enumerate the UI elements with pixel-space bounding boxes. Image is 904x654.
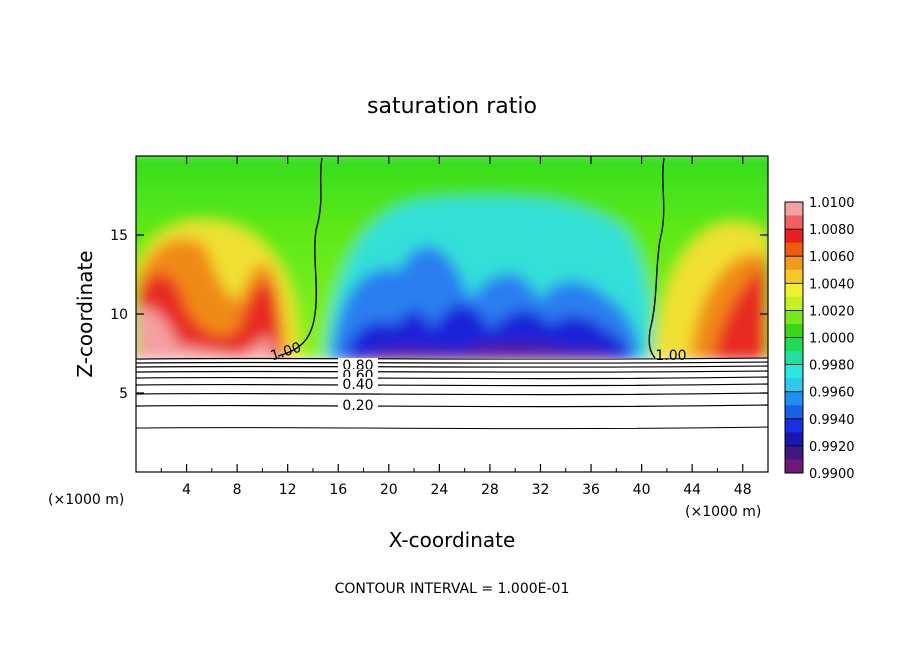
colorbar-label: 0.9980 xyxy=(809,359,855,374)
contour-labels: 1.00 1.00 0.80 0.60 0.40 0.20 xyxy=(269,340,687,414)
x-tick-label: 36 xyxy=(582,482,600,498)
colorbar-swatch xyxy=(785,391,803,406)
contour-line xyxy=(136,365,768,368)
colorbar-swatch xyxy=(785,323,803,338)
contour-line xyxy=(136,361,768,364)
x-tick-label: 12 xyxy=(279,482,297,498)
colorbar-swatch xyxy=(785,269,803,284)
colorbar-swatch xyxy=(785,459,803,474)
colorbar-swatch xyxy=(785,378,803,393)
contour-line xyxy=(136,392,768,396)
colorbar-label: 1.0040 xyxy=(809,277,855,292)
contour-label-bg xyxy=(338,398,378,412)
x-unit-label-right: (×1000 m) xyxy=(685,504,761,520)
x-tick-label: 48 xyxy=(734,482,752,498)
colorbar-swatch xyxy=(785,405,803,420)
contour-label: 1.00 xyxy=(655,348,686,364)
contour-line xyxy=(136,426,768,430)
y-tick-label: 10 xyxy=(110,307,128,323)
colorbar-label: 1.0060 xyxy=(809,250,855,265)
center-darkblue-region xyxy=(345,303,632,360)
contour-label: 0.20 xyxy=(342,398,373,414)
colorbar-swatch xyxy=(785,296,803,311)
x-tick-label: 20 xyxy=(380,482,398,498)
colorbar-swatch xyxy=(785,242,803,257)
x-tick-label: 8 xyxy=(233,482,242,498)
contour-1.00-right xyxy=(648,157,665,359)
contour-interval-note: CONTOUR INTERVAL = 1.000E-01 xyxy=(335,581,570,597)
colorbar-swatch xyxy=(785,445,803,460)
colorbar-swatch xyxy=(785,283,803,298)
center-purple-edge xyxy=(360,344,620,360)
colorbar-label: 1.0020 xyxy=(809,304,855,319)
chart-title: saturation ratio xyxy=(367,94,537,119)
colorbar-swatch xyxy=(785,229,803,244)
contour-line xyxy=(136,383,768,387)
right-red-region xyxy=(712,268,768,360)
colorbar-label: 0.9940 xyxy=(809,413,855,428)
x-tick-label: 32 xyxy=(532,482,550,498)
colorbar-swatch xyxy=(785,351,803,366)
colorbar-swatch xyxy=(785,432,803,447)
x-tick-label: 16 xyxy=(329,482,347,498)
plot-area xyxy=(136,156,768,472)
contour-line xyxy=(136,404,768,408)
saturation-field xyxy=(136,156,768,360)
colorbar: 1.0100 1.0080 1.0060 1.0040 1.0020 1.0000 0.99… xyxy=(784,196,855,482)
contour-line xyxy=(136,376,768,380)
x-tick-label: 4 xyxy=(182,482,191,498)
y-tick-label: 5 xyxy=(119,386,128,402)
colorbar-swatch xyxy=(785,337,803,352)
colorbar-swatch xyxy=(785,202,803,217)
x-tick-label: 44 xyxy=(683,482,701,498)
y-axis: 5 10 15 xyxy=(110,228,768,402)
stratified-contours xyxy=(136,357,768,430)
y-tick-label: 15 xyxy=(110,228,128,244)
colorbar-swatch xyxy=(785,310,803,325)
x-tick-label: 40 xyxy=(633,482,651,498)
contour-label-bg xyxy=(338,377,378,391)
x-tick-label: 28 xyxy=(481,482,499,498)
x-tick-label: 24 xyxy=(430,482,448,498)
lower-region xyxy=(136,358,768,472)
colorbar-label: 0.9920 xyxy=(809,440,855,455)
colorbar-label: 1.0100 xyxy=(809,196,855,211)
colorbar-swatch xyxy=(785,215,803,230)
colorbar-label: 0.9960 xyxy=(809,386,855,401)
contour-label-bg xyxy=(338,358,378,372)
contour-line xyxy=(136,357,768,360)
colorbar-swatch xyxy=(785,418,803,433)
left-pink-region xyxy=(136,307,275,360)
colorbar-swatch xyxy=(785,364,803,379)
x-axis: 4 8 12 16 20 24 28 32 36 40 44 48 xyxy=(160,156,752,498)
colorbar-swatch xyxy=(785,256,803,271)
contour-label: 0.40 xyxy=(342,377,373,393)
contour-line xyxy=(136,370,768,373)
colorbar-label: 0.9900 xyxy=(809,467,855,482)
x-unit-label-left: (×1000 m) xyxy=(48,492,124,508)
colorbar-label: 1.0000 xyxy=(809,332,855,347)
x-axis-title: X-coordinate xyxy=(389,528,516,552)
y-axis-title: Z-coordinate xyxy=(73,250,97,377)
contour-1.00-left xyxy=(277,157,323,357)
colorbar-label: 1.0080 xyxy=(809,223,855,238)
